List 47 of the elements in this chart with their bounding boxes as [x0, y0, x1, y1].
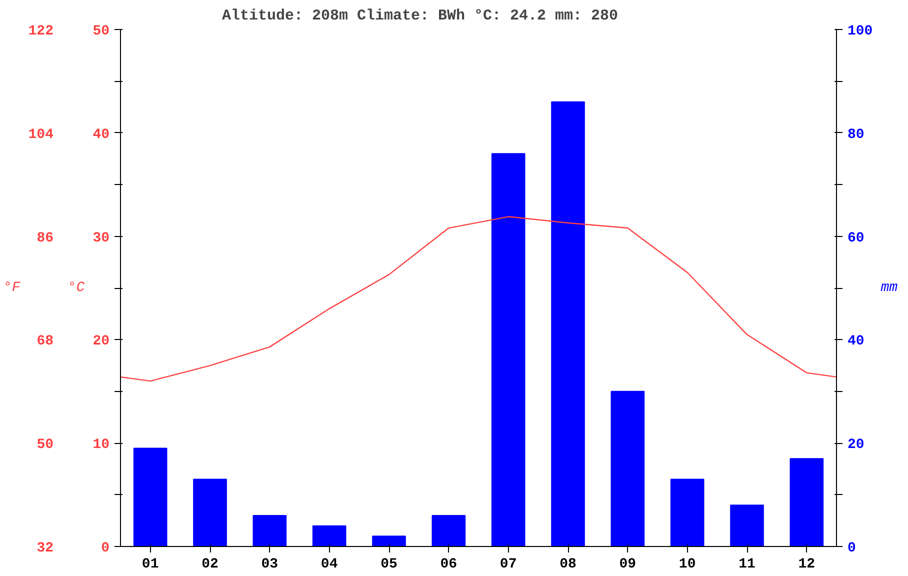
y3-tick-label: 60: [848, 230, 864, 246]
x-tick-label: 07: [500, 556, 517, 572]
y-tick-label: 30: [92, 230, 110, 246]
x-tick-label: 11: [738, 556, 756, 572]
y3-tick-label: 40: [848, 334, 864, 350]
y-tick-label: 0: [101, 540, 110, 556]
x-tick-label: 02: [202, 556, 218, 572]
y2-axis-title: °F: [3, 280, 21, 296]
bar: [551, 101, 585, 546]
y3-tick-label: 20: [848, 437, 864, 454]
x-tick-label: 12: [798, 556, 816, 572]
bar: [432, 514, 466, 546]
y2-tick-label: 104: [28, 126, 54, 143]
y-tick-label: 40: [92, 126, 110, 143]
bar: [252, 514, 287, 546]
bar: [670, 478, 704, 546]
bar: [193, 478, 227, 546]
bar: [491, 153, 526, 546]
y-axis-title: °C: [68, 280, 86, 296]
x-tick-label: 10: [678, 556, 696, 572]
bar: [790, 458, 824, 546]
y-tick-label: 20: [92, 334, 110, 350]
x-tick-label: 04: [320, 556, 338, 572]
y2-tick-label: 32: [36, 540, 54, 556]
y3-tick-label: 80: [848, 126, 864, 143]
y3-tick-label: 0: [848, 540, 856, 556]
y3-tick-label: 100: [848, 24, 873, 40]
chart-title: Altitude: 208m Climate: BWh °C: 24.2 mm: 280: [222, 8, 618, 24]
y2-tick-label: 86: [36, 230, 54, 246]
x-tick-label: 05: [380, 556, 398, 572]
x-tick-label: 01: [142, 556, 159, 572]
x-tick-label: 06: [440, 556, 458, 572]
y2-tick-label: 50: [36, 437, 54, 454]
x-tick-label: 03: [261, 556, 278, 572]
line-series: [120, 216, 836, 382]
bar: [312, 525, 346, 546]
bar: [610, 390, 645, 546]
y-tick-label: 10: [92, 437, 110, 454]
x-tick-label: 09: [619, 556, 636, 572]
y3-axis-title: mm: [880, 280, 898, 296]
bar: [133, 448, 168, 546]
bar: [372, 536, 406, 546]
y2-tick-label: 68: [36, 334, 54, 350]
y2-tick-label: 122: [28, 24, 54, 40]
bar: [730, 504, 764, 546]
x-tick-label: 08: [560, 556, 576, 572]
y-tick-label: 50: [92, 24, 110, 40]
